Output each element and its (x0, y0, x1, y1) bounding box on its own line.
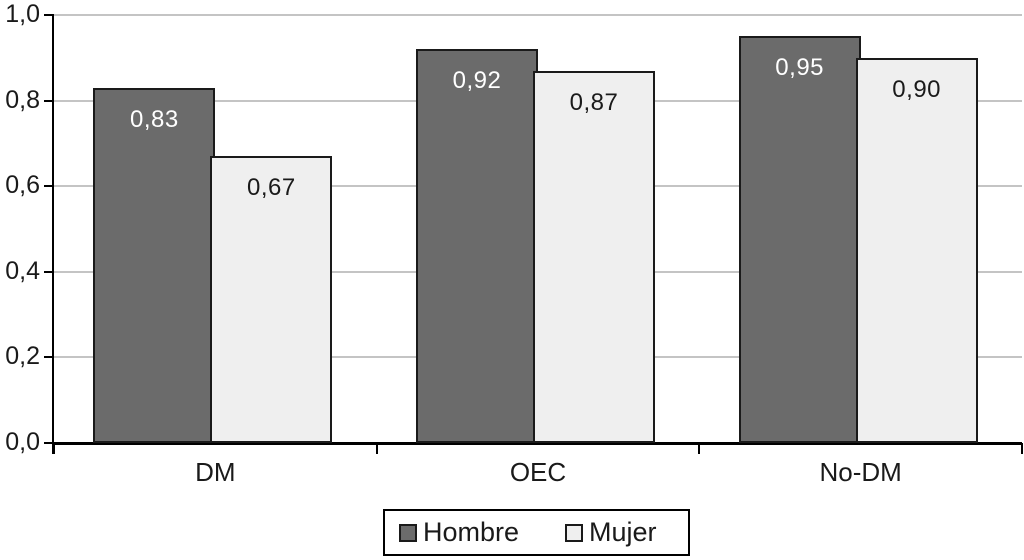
x-category-label-no-dm: No-DM (819, 457, 902, 487)
bar-value-label: 0,95 (775, 54, 825, 82)
x-tick (1021, 443, 1023, 454)
y-tick-label: 0,6 (5, 171, 40, 200)
y-tick (44, 99, 54, 102)
x-category-label-dm: DM (195, 457, 236, 487)
bar-mujer-No-DM (855, 57, 978, 443)
y-tick-label: 1,0 (5, 0, 40, 28)
bar-hombre-DM (93, 87, 216, 443)
gridline (54, 14, 1022, 16)
bar-mujer-OEC (533, 70, 655, 443)
y-tick (44, 14, 54, 16)
legend-swatch-mujer (565, 523, 584, 542)
x-tick (53, 443, 55, 454)
bar-value-label: 0,83 (129, 105, 179, 133)
y-tick (44, 185, 54, 188)
y-tick-label: 0,8 (5, 85, 40, 114)
x-tick (698, 443, 701, 454)
bar-hombre-OEC (416, 49, 538, 443)
legend-swatch-hombre (399, 523, 417, 542)
legend-item-hombre: Hombre (399, 517, 519, 548)
y-tick (44, 442, 54, 444)
legend: Hombre Mujer (383, 509, 690, 556)
y-tick-label: 0,2 (5, 342, 40, 371)
bar-value-label: 0,67 (246, 174, 296, 202)
bar-mujer-DM (210, 156, 333, 443)
y-axis-line (52, 15, 54, 454)
bar-value-label: 0,90 (892, 75, 942, 103)
legend-item-mujer: Mujer (565, 517, 657, 548)
bar-hombre-No-DM (738, 36, 861, 443)
legend-label-mujer: Mujer (589, 517, 657, 547)
x-category-label-oec: OEC (509, 457, 567, 487)
y-tick (44, 356, 54, 359)
y-tick (44, 270, 54, 273)
bar-value-label: 0,87 (569, 88, 619, 116)
y-tick-label: 0,0 (5, 428, 40, 456)
legend-label-hombre: Hombre (423, 517, 520, 547)
y-tick-label: 0,4 (5, 256, 40, 285)
x-tick (375, 443, 378, 454)
x-axis-line (52, 442, 1022, 445)
bar-value-label: 0,92 (452, 67, 502, 95)
